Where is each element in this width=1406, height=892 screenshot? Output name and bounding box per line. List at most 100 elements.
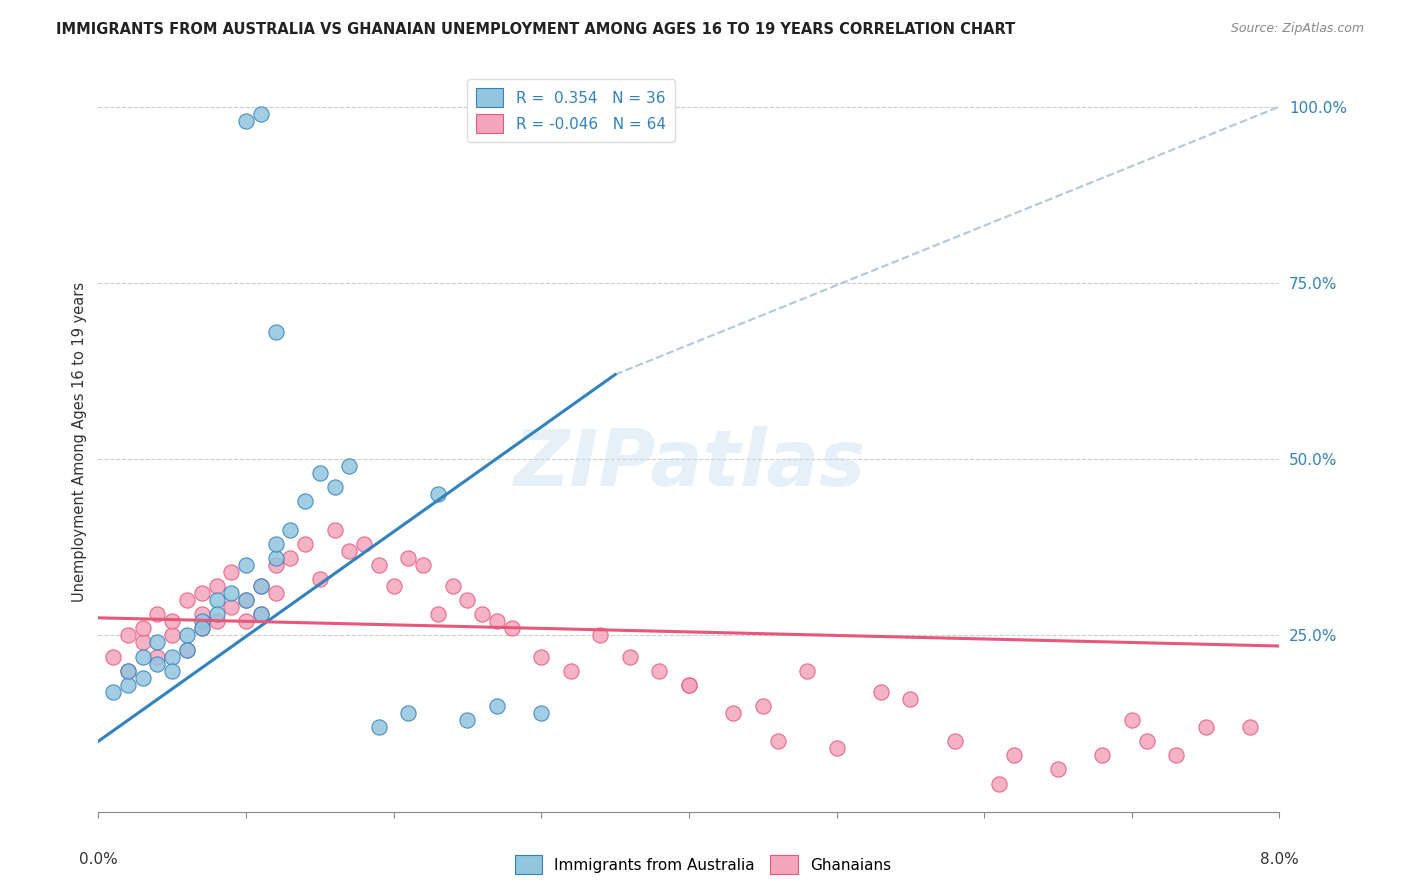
Point (1136, 734, 1159, 748)
Point (205, 607, 228, 622)
Point (427, 487, 450, 501)
Point (309, 467, 332, 481)
Point (1091, 748, 1114, 763)
Point (264, 325, 287, 339)
Point (530, 649, 553, 664)
Point (294, 537, 316, 551)
Point (176, 593, 198, 607)
Point (103, 649, 125, 664)
Point (560, 664, 582, 678)
Point (117, 664, 139, 678)
Point (412, 558, 434, 572)
Point (368, 558, 391, 572)
Point (162, 664, 183, 678)
Text: 0.0%: 0.0% (79, 852, 118, 867)
Point (619, 649, 641, 664)
Point (132, 649, 155, 664)
Point (471, 607, 494, 622)
Y-axis label: Unemployment Among Ages 16 to 19 years: Unemployment Among Ages 16 to 19 years (72, 282, 87, 601)
Point (264, 550, 287, 565)
Point (250, 579, 273, 593)
Point (441, 579, 464, 593)
Point (117, 628, 139, 642)
Point (1239, 720, 1261, 734)
Point (323, 480, 346, 494)
Point (221, 586, 243, 600)
Point (176, 628, 198, 642)
Point (339, 544, 361, 558)
Point (678, 678, 700, 692)
Point (501, 621, 523, 635)
Point (457, 713, 479, 727)
Point (264, 537, 287, 551)
Point (530, 706, 553, 720)
Point (146, 607, 169, 622)
Text: 8.0%: 8.0% (1260, 852, 1299, 867)
Point (988, 776, 1011, 790)
Text: ZIPatlas: ZIPatlas (513, 425, 865, 502)
Point (678, 678, 700, 692)
Point (486, 698, 509, 713)
Point (1121, 713, 1143, 727)
Text: Source: ZipAtlas.com: Source: ZipAtlas.com (1230, 22, 1364, 36)
Point (1166, 748, 1188, 763)
Point (368, 720, 391, 734)
Point (1195, 720, 1218, 734)
Point (825, 741, 848, 756)
Point (146, 649, 169, 664)
Point (162, 615, 183, 629)
Point (235, 113, 257, 128)
Point (870, 685, 893, 699)
Point (191, 607, 214, 622)
Point (103, 685, 125, 699)
Text: IMMIGRANTS FROM AUSTRALIA VS GHANAIAN UNEMPLOYMENT AMONG AGES 16 TO 19 YEARS COR: IMMIGRANTS FROM AUSTRALIA VS GHANAIAN UN… (56, 22, 1015, 37)
Point (250, 607, 273, 622)
Point (191, 621, 214, 635)
Point (132, 635, 155, 649)
Point (427, 607, 450, 622)
Point (280, 550, 302, 565)
Point (766, 734, 789, 748)
Point (486, 615, 509, 629)
Point (235, 615, 257, 629)
Point (294, 494, 316, 508)
Point (796, 664, 818, 678)
Point (146, 657, 169, 671)
Point (900, 692, 922, 706)
Point (162, 649, 183, 664)
Point (146, 635, 169, 649)
Point (264, 558, 287, 572)
Legend: R =  0.354   N = 36, R = -0.046   N = 64: R = 0.354 N = 36, R = -0.046 N = 64 (467, 79, 675, 142)
Point (205, 615, 228, 629)
Point (1046, 763, 1070, 777)
Point (191, 615, 214, 629)
Point (191, 621, 214, 635)
Point (250, 106, 273, 120)
Point (339, 459, 361, 474)
Point (221, 600, 243, 615)
Point (323, 523, 346, 537)
Point (382, 579, 405, 593)
Point (221, 565, 243, 579)
Point (398, 550, 420, 565)
Point (162, 628, 183, 642)
Point (176, 642, 198, 657)
Point (752, 698, 775, 713)
Point (1002, 748, 1025, 763)
Point (589, 628, 612, 642)
Point (132, 671, 155, 685)
Point (264, 586, 287, 600)
Point (943, 734, 966, 748)
Point (723, 706, 745, 720)
Point (176, 642, 198, 657)
Point (205, 593, 228, 607)
Point (250, 607, 273, 622)
Point (191, 586, 214, 600)
Point (235, 593, 257, 607)
Point (457, 593, 479, 607)
Point (205, 579, 228, 593)
Point (250, 579, 273, 593)
Point (280, 523, 302, 537)
Point (648, 664, 671, 678)
Point (117, 664, 139, 678)
